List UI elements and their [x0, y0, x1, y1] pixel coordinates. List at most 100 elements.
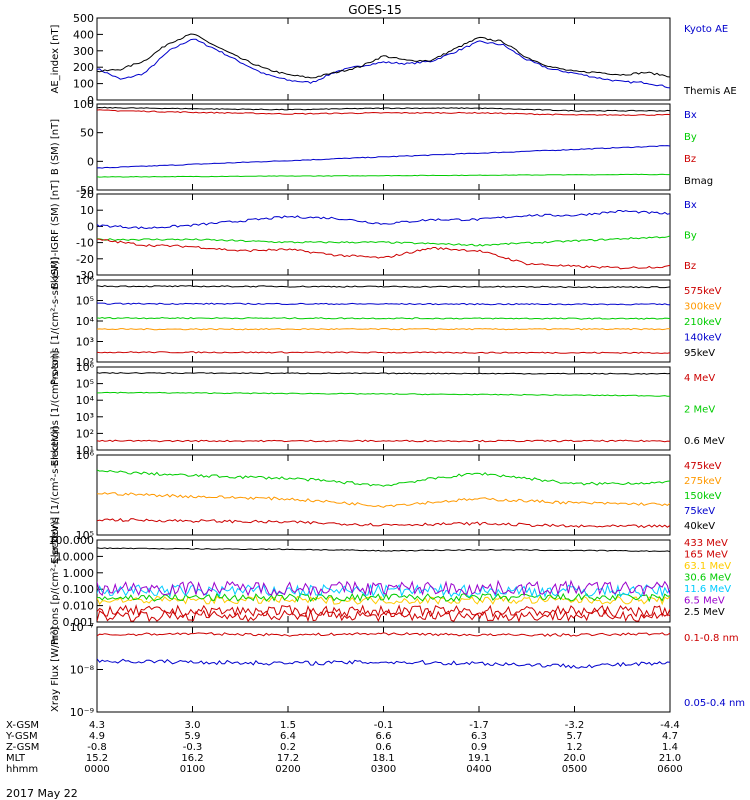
- y-axis-label: AE_index [nT]: [50, 24, 61, 93]
- y-tick-label: 10⁶: [76, 361, 95, 374]
- legend-entry: 165 MeV: [684, 550, 728, 561]
- legend-entry: 140keV: [684, 333, 722, 344]
- legend-entry: 210keV: [684, 317, 722, 328]
- y-tick-label: 0: [87, 220, 94, 233]
- orbit-value: 4.9: [89, 731, 105, 742]
- orbit-value: 16.2: [181, 753, 203, 764]
- orbit-value: 0300: [371, 764, 396, 775]
- y-tick-label: 10⁶: [76, 449, 95, 462]
- orbit-value: -0.3: [183, 742, 203, 753]
- panel-4: 10⁶ 10⁵ 10⁴ 10³ 10² Protons [1/(cm²-s-sr-keV)…: [50, 257, 722, 385]
- y-tick-label: 10⁵: [76, 295, 94, 308]
- orbit-value: 0.2: [280, 742, 296, 753]
- orbit-row-label: MLT: [6, 753, 26, 764]
- orbit-value: 0600: [657, 764, 682, 775]
- legend-entry: 475keV: [684, 461, 722, 472]
- panel-5: 10⁶ 10⁵ 10⁴ 10³ 10² 10¹ Electrons [1/(cm²-s-sr…: [50, 351, 725, 467]
- orbit-row-label: X-GSM: [6, 720, 39, 731]
- legend-entry: 11.6 MeV: [684, 584, 731, 595]
- legend-entry: Bx: [684, 110, 697, 121]
- panel-1: 500 400 300 200 100 0 AE_index [nT] Kyoto AE The…: [50, 12, 737, 107]
- orbit-value: 1.5: [280, 720, 296, 731]
- y-tick-label: -20: [76, 253, 94, 266]
- series-line-bx: [97, 145, 670, 169]
- y-tick-label: 10³: [76, 411, 94, 424]
- orbit-value: 4.7: [662, 731, 678, 742]
- panel-2: 100 50 0 -50 B (SM) [nT] Bx By Bz Bmag: [50, 98, 713, 197]
- y-tick-label: 10⁵: [76, 378, 94, 391]
- y-axis-label: Electrons [1/(cm²-s-sr)]: [50, 351, 61, 467]
- series-line-2-mev: [97, 391, 670, 397]
- orbit-value: 0000: [84, 764, 109, 775]
- panel-frame: [96, 193, 671, 276]
- series-line-4-mev: [97, 439, 670, 443]
- panel-7: 100.000 10.000 1.000 0.100 0.010 0.001Protons…: [49, 517, 732, 645]
- y-tick-label: 300: [73, 45, 94, 58]
- series-line-themis-ae: [97, 33, 670, 79]
- series-line-475kev: [97, 518, 670, 529]
- orbit-value: -0.8: [87, 742, 107, 753]
- legend-entry: 0.1-0.8 nm: [684, 633, 739, 644]
- panel-3: 20 10 0 -10 -20 -30 B (SM)-IGRF (SM) [nT] Bx By B…: [50, 180, 697, 289]
- series-line-11-6-mev: [97, 583, 670, 599]
- y-tick-label: 10¹: [76, 444, 94, 457]
- orbit-value: -3.2: [565, 720, 585, 731]
- y-tick-label: -50: [76, 184, 94, 197]
- series-line-bx: [97, 210, 670, 230]
- orbit-value: 20.0: [563, 753, 585, 764]
- y-tick-label: 400: [73, 28, 94, 41]
- panel-6: 10⁶ 10⁵ Electrons [1/(cm²-s-sr-keV)] 475keV…: [50, 426, 722, 563]
- orbit-value: 0500: [562, 764, 587, 775]
- y-tick-label: 0.010: [63, 600, 95, 613]
- orbit-value: 6.4: [280, 731, 296, 742]
- series-line-140kev: [97, 302, 670, 306]
- legend-entry: 433 MeV: [684, 538, 728, 549]
- y-axis-label: Protons [1/(cm²-s-sr-keV)]: [50, 257, 61, 385]
- series-line-95kev: [97, 285, 670, 289]
- legend-entry: 300keV: [684, 302, 722, 313]
- legend-entry: 4 MeV: [684, 373, 715, 384]
- y-tick-label: 0.100: [63, 583, 95, 596]
- legend-entry: Bz: [684, 261, 696, 272]
- orbit-value: 1.4: [662, 742, 678, 753]
- orbit-value: 5.9: [185, 731, 201, 742]
- series-line-63-1-mev: [97, 595, 670, 606]
- series-line-bz: [97, 109, 670, 116]
- orbit-ephemeris-table: X-GSM 4.3 3.0 1.5 -0.1 -1.7 -3.2 -4.4 Y-GSM 4.9 5.…: [5, 720, 683, 775]
- legend-entry: 2 MeV: [684, 405, 715, 416]
- legend-entry: Bx: [684, 200, 697, 211]
- panel-frame: [96, 279, 671, 363]
- orbit-value: 15.2: [86, 753, 108, 764]
- series-line-bmag: [97, 106, 670, 112]
- y-tick-label: 10⁵: [76, 529, 94, 542]
- legend-entry: 75keV: [684, 506, 715, 517]
- legend-entry: 95keV: [684, 348, 715, 359]
- y-tick-label: 10⁴: [76, 394, 95, 407]
- y-tick-label: 1.000: [63, 567, 95, 580]
- panel-frame: [96, 454, 671, 536]
- y-tick-label: 50: [80, 127, 94, 140]
- figure-date: 2017 May 22: [6, 787, 78, 800]
- y-tick-label: 100: [73, 78, 94, 91]
- y-axis-label: B (SM) [nT]: [50, 119, 61, 175]
- y-tick-label: 100.000: [49, 534, 95, 547]
- orbit-row-label: Z-GSM: [6, 742, 39, 753]
- series-line-2-5-mev: [97, 547, 670, 553]
- orbit-value: 0200: [275, 764, 300, 775]
- panel-8: 10⁻⁷ 10⁻⁸ 10⁻⁹ Xray Flux [W/m²] 0.1-0.8 nm 0.…: [50, 621, 745, 719]
- panel-frame: [96, 366, 671, 451]
- y-tick-label: 10²: [76, 356, 94, 369]
- y-tick-label: 10: [80, 204, 94, 217]
- orbit-value: 18.1: [372, 753, 394, 764]
- series-line-by: [97, 235, 670, 247]
- orbit-value: 3.0: [185, 720, 201, 731]
- orbit-value: 1.2: [567, 742, 583, 753]
- series-line-210kev: [97, 316, 670, 320]
- series-line-0-6-mev: [97, 372, 670, 375]
- y-tick-label: 10⁻⁸: [70, 664, 95, 677]
- legend-entry: Kyoto AE: [684, 24, 728, 35]
- series-line-0-05-0-4-nm: [97, 658, 670, 669]
- y-axis-label: Electrons [1/(cm²-s-sr-keV)]: [50, 426, 61, 563]
- y-tick-label: 0: [87, 155, 94, 168]
